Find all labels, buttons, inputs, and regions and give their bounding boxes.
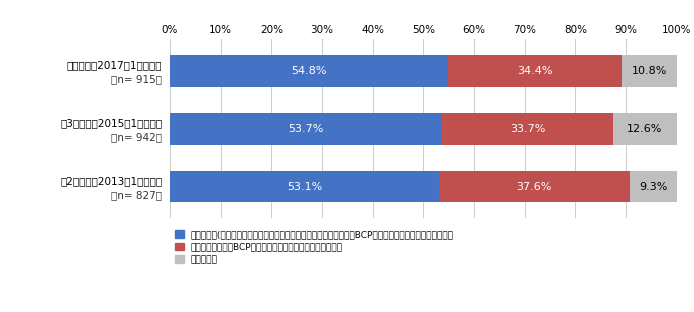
Text: 53.1%: 53.1% xyxy=(287,182,322,192)
Text: 34.4%: 34.4% xyxy=(517,66,552,76)
Text: 第3回調査（2015年1月時点）: 第3回調査（2015年1月時点） xyxy=(60,118,162,128)
Text: （n= 915）: （n= 915） xyxy=(112,75,162,85)
Text: 37.6%: 37.6% xyxy=(516,182,552,192)
Text: 33.7%: 33.7% xyxy=(510,124,545,134)
Bar xyxy=(439,171,629,202)
Text: （n= 942）: （n= 942） xyxy=(112,132,162,142)
Bar xyxy=(170,171,439,202)
Text: 第2回調査（2013年1月時点）: 第2回調査（2013年1月時点） xyxy=(60,176,162,186)
Bar xyxy=(613,113,677,145)
Text: 53.7%: 53.7% xyxy=(289,124,323,134)
Text: 今回調査（2017年1月時点）: 今回調査（2017年1月時点） xyxy=(67,60,162,70)
Bar xyxy=(170,55,448,87)
Bar xyxy=(622,55,677,87)
Text: 9.3%: 9.3% xyxy=(639,182,667,192)
Text: （n= 827）: （n= 827） xyxy=(112,190,162,200)
Text: 12.6%: 12.6% xyxy=(627,124,662,134)
Bar xyxy=(629,171,677,202)
Text: 10.8%: 10.8% xyxy=(632,66,667,76)
Text: 54.8%: 54.8% xyxy=(291,66,327,76)
Bar xyxy=(448,55,622,87)
Legend: 課題がある(策定内容が不十分、策定が思うように進まない、等）／BCP策定の目途が立たない理由がある, 特に課題はない／BCP策定の目途が立たない理由は特にない,: 課題がある(策定内容が不十分、策定が思うように進まない、等）／BCP策定の目途が… xyxy=(175,230,454,264)
Bar xyxy=(442,113,613,145)
Bar xyxy=(170,113,442,145)
